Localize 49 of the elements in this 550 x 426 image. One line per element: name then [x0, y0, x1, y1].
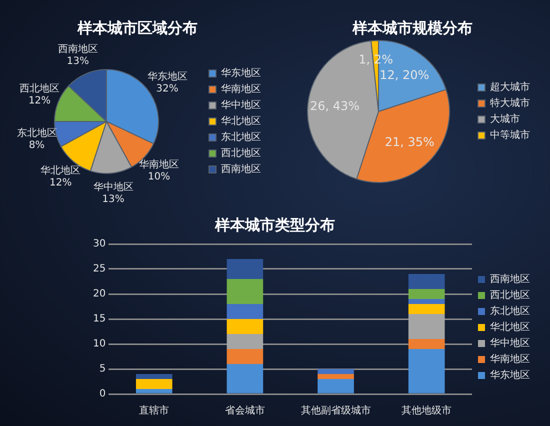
- legend-label: 中等城市: [490, 129, 530, 142]
- data-label: 8%: [28, 140, 45, 151]
- y-tick-label: 15: [92, 314, 106, 325]
- data-label: 12%: [49, 178, 72, 189]
- y-tick-label: 0: [99, 388, 106, 400]
- data-label: 32%: [156, 84, 178, 95]
- slice-label: 西南地区: [58, 43, 98, 56]
- legend-label: 西北地区: [221, 147, 261, 160]
- x-tick-label: 其他副省级城市: [300, 404, 371, 417]
- chart-title: 样本城市区域分布: [78, 19, 198, 38]
- data-label: 21, 35%: [384, 134, 434, 149]
- slice-label: 西北地区: [20, 82, 60, 95]
- y-tick-label: 20: [92, 288, 106, 300]
- legend-label: 西南地区: [221, 163, 261, 176]
- legend-label: 华北地区: [490, 321, 530, 334]
- y-tick-label: 10: [92, 338, 106, 350]
- legend-label: 华南地区: [221, 83, 261, 96]
- legend-label: 华中地区: [490, 337, 530, 350]
- legend-label: 华南地区: [490, 353, 530, 366]
- data-label: 12, 20%: [380, 68, 430, 82]
- y-tick-label: 25: [92, 264, 106, 275]
- data-label: 13%: [102, 194, 124, 205]
- legend-label: 东北地区: [221, 131, 261, 144]
- data-label: 26, 43%: [310, 99, 360, 114]
- x-tick-label: 直辖市: [139, 404, 170, 417]
- legend-label: 东北地区: [490, 305, 530, 318]
- legend-label: 华东地区: [221, 67, 261, 80]
- legend-label: 华中地区: [221, 99, 261, 112]
- legend-label: 特大城市: [490, 97, 530, 110]
- slice-label: 东北地区: [16, 127, 57, 139]
- data-label: 10%: [148, 171, 170, 182]
- slice-label: 华南地区: [138, 158, 179, 170]
- x-tick-label: 省会城市: [224, 404, 265, 417]
- x-tick-label: 其他地级市: [402, 404, 452, 417]
- legend-label: 西南地区: [490, 273, 530, 286]
- y-tick-label: 30: [92, 238, 106, 250]
- legend-label: 西北地区: [490, 289, 530, 302]
- legend-label: 华北地区: [221, 115, 261, 128]
- data-label: 12%: [28, 96, 51, 107]
- y-tick-label: 5: [99, 364, 106, 375]
- chart-title: 样本城市规模分布: [352, 19, 472, 38]
- chart-title: 样本城市类型分布: [215, 216, 335, 235]
- slice-label: 华东地区: [147, 70, 188, 83]
- slice-label: 华中地区: [93, 180, 134, 193]
- legend-label: 华东地区: [490, 369, 530, 382]
- slice-label: 华北地区: [40, 164, 81, 177]
- legend-label: 超大城市: [490, 81, 530, 94]
- data-label: 13%: [66, 56, 90, 68]
- legend-label: 大城市: [490, 113, 520, 126]
